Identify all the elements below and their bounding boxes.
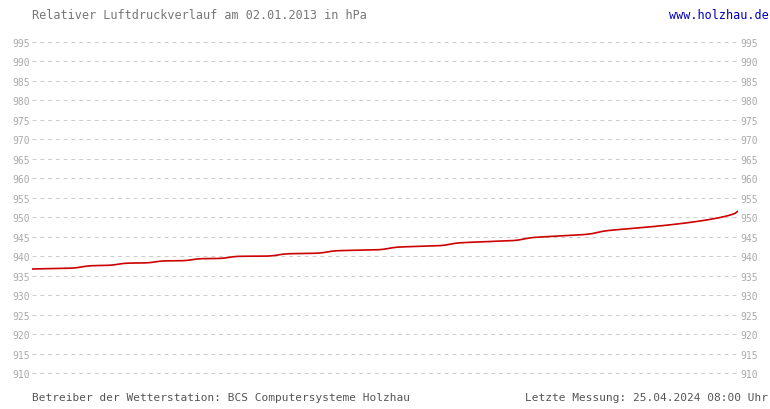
Text: Relativer Luftdruckverlauf am 02.01.2013 in hPa: Relativer Luftdruckverlauf am 02.01.2013… [32, 9, 367, 22]
Text: www.holzhau.de: www.holzhau.de [668, 9, 768, 22]
Text: Betreiber der Wetterstation: BCS Computersysteme Holzhau: Betreiber der Wetterstation: BCS Compute… [32, 392, 410, 402]
Text: Letzte Messung: 25.04.2024 08:00 Uhr: Letzte Messung: 25.04.2024 08:00 Uhr [525, 392, 768, 402]
